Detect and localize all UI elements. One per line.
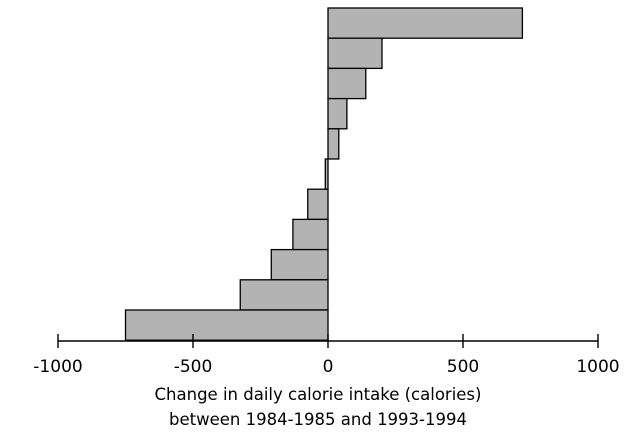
- bar-4: [327, 128, 340, 160]
- bar-2: [327, 67, 367, 100]
- x-tick-label: 500: [447, 357, 479, 377]
- x-tick-label: 0: [323, 357, 334, 377]
- x-tick-label: 1000: [576, 357, 619, 377]
- bar-0: [327, 7, 524, 39]
- bar-3: [327, 97, 348, 130]
- bar-1: [327, 37, 383, 70]
- x-axis-title-line-2: between 1984-1985 and 1993-1994: [169, 410, 467, 429]
- bar-7: [292, 218, 329, 251]
- bar-10: [124, 309, 329, 341]
- bar-6: [307, 188, 329, 221]
- bars-group: [124, 7, 524, 341]
- x-tick-label: -500: [174, 357, 213, 377]
- x-ticks-group: -1000 -500 0 500 1000: [33, 334, 620, 377]
- x-axis-title-line-1: Change in daily calorie intake (calories…: [155, 385, 482, 404]
- bar-8: [270, 248, 329, 281]
- x-tick-label: -1000: [33, 357, 82, 377]
- bar-5: [324, 158, 329, 190]
- bar-9: [239, 279, 329, 311]
